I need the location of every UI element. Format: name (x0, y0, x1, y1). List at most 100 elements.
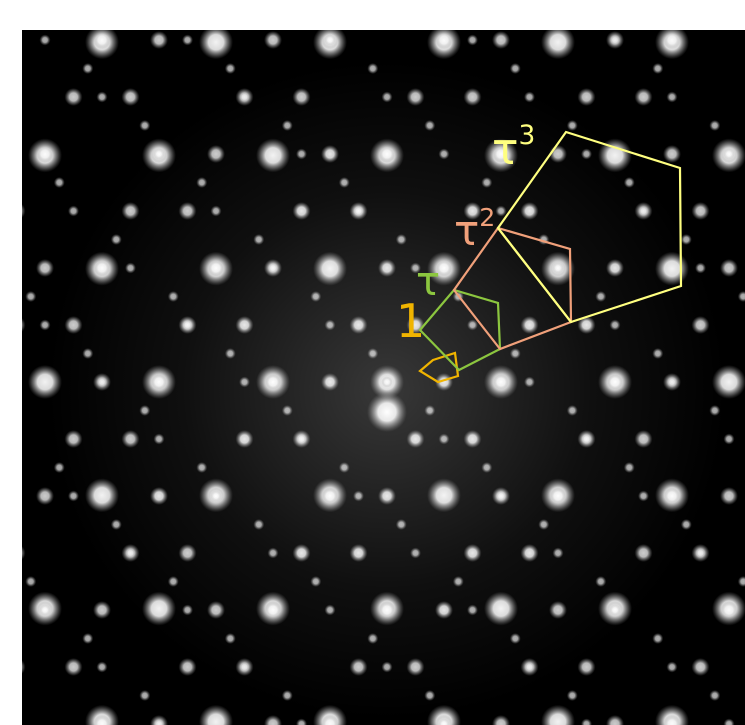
diffraction-spot (680, 234, 692, 245)
diffraction-spot (256, 138, 290, 173)
diffraction-spot (267, 262, 279, 274)
diffraction-spot (110, 519, 122, 530)
diffraction-spot (22, 203, 26, 219)
diffraction-spot (139, 120, 151, 131)
diffraction-spot (264, 601, 282, 619)
label-tau3-sup: 3 (518, 120, 536, 152)
diffraction-spot (281, 405, 293, 416)
diffraction-spot (410, 262, 421, 274)
label-tau2-sup: 2 (479, 203, 496, 233)
diffraction-spot (381, 661, 393, 673)
diffraction-spot (367, 392, 407, 432)
diffraction-spot (253, 519, 265, 530)
diffraction-spot (207, 259, 225, 277)
diffraction-spot (435, 259, 453, 277)
diffraction-spot (492, 373, 510, 391)
diffraction-spot (367, 63, 379, 74)
diffraction-spot (492, 145, 510, 163)
diffraction-spot (239, 661, 250, 673)
diffraction-spot (609, 604, 621, 616)
diffraction-spot (406, 88, 425, 106)
diffraction-spots (22, 30, 745, 725)
diffraction-spot (210, 490, 222, 502)
diffraction-spot (199, 30, 233, 60)
diffraction-spot (524, 91, 535, 103)
diffraction-spot (93, 601, 111, 619)
label-tau-base: τ (416, 259, 441, 305)
diffraction-spot (281, 690, 293, 701)
diffraction-spot (406, 658, 425, 676)
diffraction-spot (435, 373, 453, 391)
diffraction-spot (36, 487, 54, 505)
diffraction-spot (296, 148, 307, 160)
diffraction-spot (292, 88, 311, 106)
diffraction-spot (381, 91, 393, 103)
diffraction-spot (524, 376, 535, 388)
diffraction-spot (463, 202, 482, 220)
diffraction-spot (210, 205, 222, 217)
diffraction-spot (22, 317, 26, 333)
diffraction-spot (82, 633, 94, 644)
diffraction-spot (36, 259, 54, 277)
diffraction-spot (367, 633, 379, 644)
diffraction-spot (64, 88, 83, 106)
diffraction-spot (666, 376, 678, 388)
diffraction-spot (142, 591, 176, 626)
diffraction-spot (435, 31, 453, 49)
diffraction-spot (595, 576, 607, 587)
diffraction-spot (378, 145, 396, 163)
pentagon-tau (418, 288, 502, 372)
diffraction-spot (609, 34, 621, 46)
diffraction-spot (495, 490, 507, 502)
diffraction-spot (720, 259, 738, 277)
diffraction-spot (395, 519, 407, 530)
diffraction-spot (125, 262, 136, 274)
diffraction-spot (68, 205, 79, 217)
diffraction-spot (93, 259, 111, 277)
diffraction-spot (638, 205, 649, 217)
label-tau2: τ2 (454, 205, 495, 252)
diffraction-spot (150, 487, 168, 505)
diffraction-spot (680, 519, 692, 530)
diffraction-pattern (22, 30, 745, 725)
diffraction-spot (552, 262, 564, 274)
diffraction-spot (541, 30, 575, 60)
diffraction-spot (606, 259, 624, 277)
diffraction-spot (324, 319, 336, 331)
diffraction-spot (22, 545, 26, 561)
diffraction-spot (93, 715, 111, 725)
diffraction-spot (324, 604, 336, 616)
diffraction-spot (438, 148, 450, 160)
diffraction-spot (463, 88, 482, 106)
diffraction-spot (609, 319, 621, 331)
diffraction-spot (178, 544, 197, 562)
diffraction-spot (121, 430, 140, 448)
label-tau2-base: τ (454, 206, 480, 255)
diffraction-spot (606, 715, 624, 725)
diffraction-spot (737, 291, 745, 302)
diffraction-spot (267, 547, 279, 559)
diffraction-spot (378, 601, 396, 619)
diffraction-spot (82, 63, 94, 74)
diffraction-spot (199, 704, 233, 725)
diffraction-spot (509, 348, 521, 359)
label-1: 1 (396, 298, 425, 344)
diffraction-spot (36, 145, 54, 163)
diffraction-spot (723, 148, 735, 160)
diffraction-spot (296, 718, 307, 725)
diffraction-spot (121, 88, 140, 106)
diffraction-spot (424, 405, 436, 416)
diffraction-spot (349, 544, 368, 562)
diffraction-spot (264, 715, 282, 725)
diffraction-spot (378, 487, 396, 505)
pentagon-tau2-chord (497, 227, 572, 323)
diffraction-spot (178, 658, 197, 676)
diffraction-spot (96, 661, 108, 673)
diffraction-spot (167, 576, 179, 587)
label-1-text: 1 (396, 294, 426, 348)
diffraction-spot (549, 487, 567, 505)
diffraction-spot (153, 433, 165, 445)
diffraction-spot (723, 433, 735, 445)
diffraction-spot (598, 138, 632, 173)
diffraction-spot (82, 348, 94, 359)
